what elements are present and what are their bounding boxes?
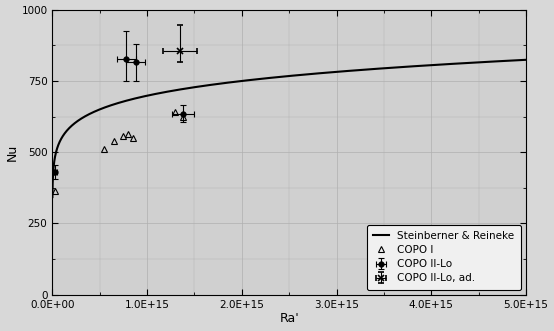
Steinberner & Reineke [267, 76, 274, 80]
Line: COPO I: COPO I [52, 109, 186, 194]
X-axis label: Ra': Ra' [279, 312, 299, 325]
COPO I [52, 189, 58, 193]
COPO I [120, 134, 127, 138]
Steinberner & Reineke [49, 195, 56, 199]
COPO I [111, 139, 117, 143]
Steinberner & Reineke [509, 59, 515, 63]
Steinberner & Reineke [522, 58, 529, 62]
COPO I [179, 115, 186, 118]
Y-axis label: Nu: Nu [6, 144, 18, 161]
COPO I [125, 132, 131, 136]
COPO I [172, 110, 179, 114]
COPO I [130, 136, 136, 140]
Steinberner & Reineke [509, 59, 516, 63]
Steinberner & Reineke [279, 74, 286, 78]
Steinberner & Reineke [422, 64, 429, 68]
Legend: Steinberner & Reineke, COPO I, COPO II-Lo, COPO II-Lo, ad.: Steinberner & Reineke, COPO I, COPO II-L… [367, 225, 521, 290]
Steinberner & Reineke [73, 120, 80, 124]
Line: Steinberner & Reineke: Steinberner & Reineke [53, 60, 526, 197]
COPO I [101, 147, 107, 151]
